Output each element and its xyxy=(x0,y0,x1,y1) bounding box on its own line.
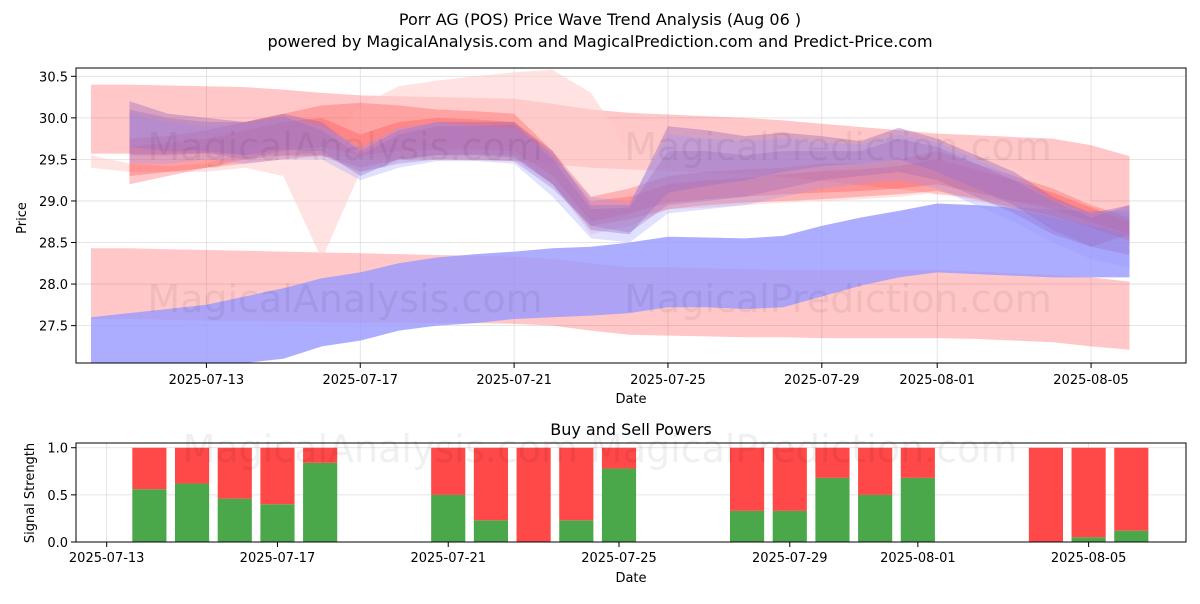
price-band-pale-red-band xyxy=(91,69,1130,260)
sell-bar xyxy=(730,447,765,511)
price-plot-frame xyxy=(75,67,1187,364)
buy-bar xyxy=(858,494,893,542)
sell-bar xyxy=(559,447,594,521)
power-y-tick-label: 1.0 xyxy=(47,442,68,457)
power-x-tick-label: 2025-07-17 xyxy=(240,551,316,566)
price-band-wave-purple-1 xyxy=(129,101,1130,247)
buy-bar xyxy=(815,477,850,542)
price-x-tick-label: 2025-07-21 xyxy=(476,373,552,388)
buy-bar xyxy=(1114,530,1149,542)
price-x-tick-label: 2025-07-13 xyxy=(169,373,245,388)
buy-bar xyxy=(1071,537,1106,542)
power-xlabel: Date xyxy=(615,571,646,586)
price-band-wave-purple-2 xyxy=(129,109,1130,255)
price-x-tick-label: 2025-07-29 xyxy=(784,373,860,388)
price-y-tick-label: 28.5 xyxy=(39,237,68,252)
buy-bar xyxy=(217,498,252,542)
sell-bar xyxy=(431,447,466,495)
buy-bar xyxy=(772,510,807,542)
buy-bar xyxy=(260,504,295,542)
power-y-tick-label: 0.0 xyxy=(47,536,68,551)
price-ylabel: Price xyxy=(15,202,30,234)
price-bands xyxy=(91,69,1130,363)
sell-bar xyxy=(217,447,252,499)
price-band-wave-red-1 xyxy=(129,102,1130,235)
power-x-tick-label: 2025-08-01 xyxy=(880,551,956,566)
power-x-tick-label: 2025-07-21 xyxy=(410,551,486,566)
sell-bar xyxy=(815,447,850,478)
buy-bar xyxy=(559,520,594,542)
buy-bar xyxy=(730,510,765,542)
power-ylabel: Signal Strength xyxy=(23,443,38,543)
watermark-right-lower: MagicalPrediction.com xyxy=(624,277,1052,321)
price-band-lower-blue-band xyxy=(91,203,1130,363)
buy-bar xyxy=(601,468,637,542)
power-bars xyxy=(132,447,1149,542)
sell-bar xyxy=(132,447,167,490)
watermark-left: MagicalAnalysis.com xyxy=(147,125,542,169)
price-band-wave-blue-1 xyxy=(129,113,1130,268)
sell-bar xyxy=(858,447,893,495)
sell-bar xyxy=(1028,447,1063,542)
price-x-tick-label: 2025-08-05 xyxy=(1053,373,1129,388)
price-x-tick-label: 2025-08-01 xyxy=(899,373,975,388)
sell-bar xyxy=(772,447,807,511)
power-x-tick-label: 2025-07-29 xyxy=(752,551,828,566)
power-x-tick-label: 2025-07-13 xyxy=(69,551,145,566)
power-x-tick-label: 2025-08-05 xyxy=(1051,551,1127,566)
power-plot-frame xyxy=(75,442,1187,543)
sell-bar xyxy=(303,447,338,463)
sell-bar xyxy=(900,447,935,478)
price-y-tick-label: 29.5 xyxy=(39,153,68,168)
sell-bar xyxy=(175,447,210,484)
buy-bar xyxy=(303,462,338,542)
price-axes: 2025-07-13 2025-07-17 2025-07-21 2025-07-25… xyxy=(39,70,1129,388)
price-xlabel: Date xyxy=(615,392,646,407)
power-x-tick-label: 2025-07-25 xyxy=(581,551,657,566)
watermark-bottom: MagicalAnalysis.com MagicalPrediction.co… xyxy=(183,427,1018,471)
buy-bar xyxy=(473,520,508,542)
price-x-tick-label: 2025-07-25 xyxy=(630,373,706,388)
power-y-tick-label: 0.5 xyxy=(47,489,68,504)
price-y-tick-label: 30.0 xyxy=(39,112,68,127)
buy-bar xyxy=(175,483,210,542)
price-y-tick-label: 29.0 xyxy=(39,195,68,210)
buy-bar xyxy=(132,489,167,542)
power-axes: 2025-07-13 2025-07-17 2025-07-21 2025-07-25… xyxy=(47,442,1126,566)
price-band-wave-red-2 xyxy=(129,117,1130,241)
buy-bar xyxy=(431,494,466,542)
buy-bar xyxy=(900,477,935,542)
power-chart-title: Buy and Sell Powers xyxy=(550,420,712,439)
chart-title: Porr AG (POS) Price Wave Trend Analysis … xyxy=(399,10,801,29)
sell-bar xyxy=(473,447,508,521)
price-y-tick-label: 30.5 xyxy=(39,70,68,85)
sell-bar xyxy=(1114,447,1149,531)
price-y-tick-label: 27.5 xyxy=(39,320,68,335)
sell-bar xyxy=(516,447,551,542)
chart-subtitle: powered by MagicalAnalysis.com and Magic… xyxy=(267,32,932,51)
sell-bar xyxy=(1071,447,1106,538)
watermark-right: MagicalPrediction.com xyxy=(624,125,1052,169)
sell-bar xyxy=(260,447,295,505)
price-x-tick-label: 2025-07-17 xyxy=(322,373,398,388)
price-y-tick-label: 28.0 xyxy=(39,278,68,293)
watermark-left-lower: MagicalAnalysis.com xyxy=(147,277,542,321)
sell-bar xyxy=(601,447,637,469)
